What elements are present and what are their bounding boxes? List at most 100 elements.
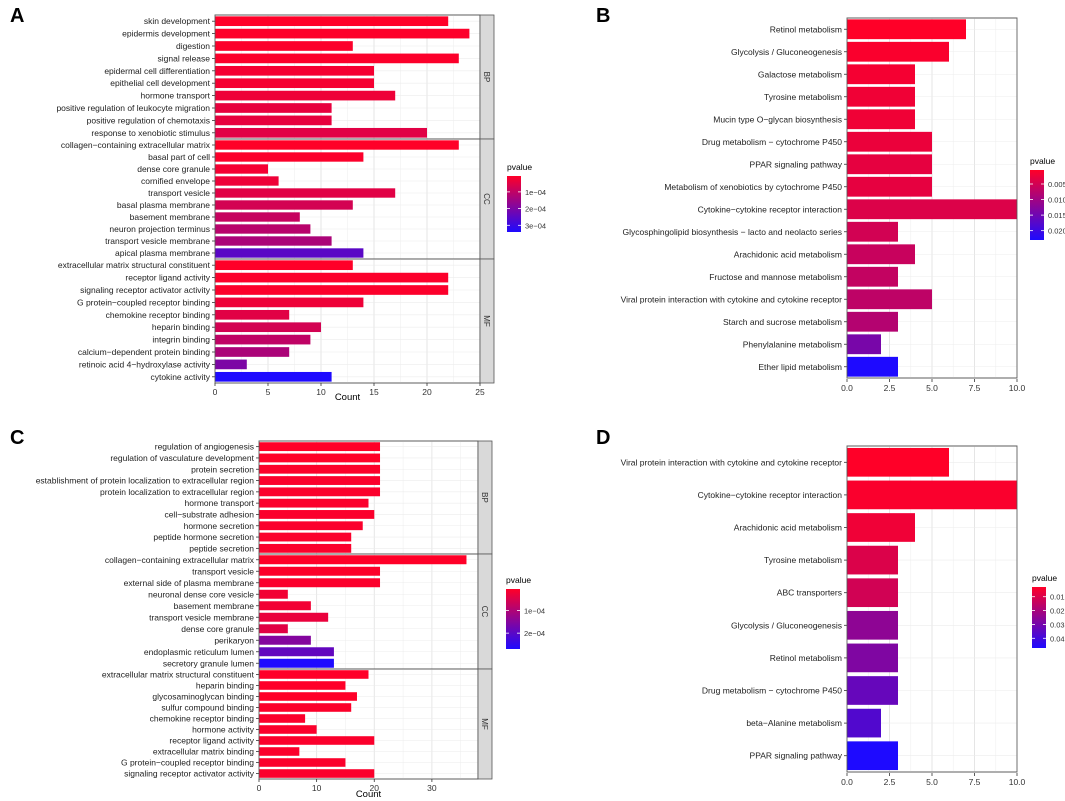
category-label: beta−Alanine metabolism <box>746 718 842 728</box>
category-label: dense core granule <box>137 164 210 174</box>
category-label: Phenylalanine metabolism <box>743 339 842 349</box>
x-tick-label: 2.5 <box>884 777 896 787</box>
panel-d: D Viral protein interaction with cytokine… <box>596 427 1065 787</box>
category-label: Viral protein interaction with cytokine … <box>621 294 843 304</box>
bar-skin-development <box>215 16 449 27</box>
category-label: Drug metabolism − cytochrome P450 <box>702 686 842 696</box>
bar-peptide-secretion <box>259 543 352 553</box>
facet-strip-label: MF <box>482 315 491 327</box>
bar-dense-core-granule <box>215 164 268 174</box>
category-label: Arachidonic acid metabolism <box>734 523 842 533</box>
category-label: hormone transport <box>185 498 255 508</box>
bar-phenylalanine-metabolism <box>847 334 881 355</box>
bar-metabolism-of-xenobiotics-by-cytochrome-p450 <box>847 176 932 197</box>
bar-glycosaminoglycan-binding <box>259 692 357 701</box>
x-tick-label: 25 <box>475 387 485 397</box>
legend-colorbar <box>506 589 520 649</box>
category-label: basement membrane <box>174 601 255 611</box>
bar-signaling-receptor-activator-activity <box>259 769 375 778</box>
category-label: Fructose and mannose metabolism <box>709 272 842 282</box>
x-tick-label: 0.0 <box>841 383 853 393</box>
category-label: glycosaminoglycan binding <box>152 692 254 702</box>
bar-drug-metabolism-cytochrome-p450 <box>847 131 932 152</box>
bar-positive-regulation-of-chemotaxis <box>215 115 332 126</box>
category-label: extracellular matrix binding <box>153 747 254 757</box>
category-label: Cytokine−cytokine receptor interaction <box>698 490 843 500</box>
facet-strip <box>479 258 495 384</box>
x-tick-label: 10 <box>312 783 322 793</box>
category-label: response to xenobiotic stimulus <box>91 128 210 138</box>
panel-letter: D <box>596 427 610 449</box>
category-label: endoplasmic reticulum lumen <box>144 647 254 657</box>
bar-chemokine-receptor-binding <box>259 714 306 723</box>
bar-neuronal-dense-core-vesicle <box>259 589 288 599</box>
category-label: positive regulation of chemotaxis <box>87 115 210 125</box>
category-label: Glycosphingolipid biosynthesis − lacto a… <box>623 227 842 237</box>
legend-tick-label: 0.010 <box>1048 196 1065 205</box>
category-label: collagen−containing extracellular matrix <box>61 140 211 150</box>
x-tick-label: 7.5 <box>969 383 981 393</box>
bar-apical-plasma-membrane <box>215 248 364 258</box>
category-label: Drug metabolism − cytochrome P450 <box>702 137 842 147</box>
bar-hormone-secretion <box>259 521 363 531</box>
facet-strip-label: MF <box>480 718 489 730</box>
category-label: hormone activity <box>192 725 255 735</box>
x-axis-title: Count <box>356 789 382 800</box>
category-label: peptide hormone secretion <box>153 532 254 542</box>
x-tick-label: 10.0 <box>1009 383 1026 393</box>
bar-extracellular-matrix-binding <box>259 747 300 756</box>
panel-letter: A <box>10 5 24 27</box>
bar-cytokine-activity <box>215 371 332 382</box>
legend-tick-label: 0.02 <box>1050 607 1065 616</box>
legend-colorbar <box>507 176 521 232</box>
category-label: Tyrosine metabolism <box>764 555 842 565</box>
bar-ppar-signaling-pathway <box>847 741 898 771</box>
category-label: Starch and sucrose metabolism <box>723 317 842 327</box>
x-axis: 0 5 10 15 20 25 Count <box>213 383 485 403</box>
bar-basement-membrane <box>215 212 300 222</box>
bar-arachidonic-acid-metabolism <box>847 513 915 542</box>
category-label: transport vesicle <box>192 566 254 576</box>
bar-receptor-ligand-activity <box>259 736 375 745</box>
bar-viral-protein-interaction-with-cytokine-and-cytokine-receptor <box>847 289 932 310</box>
category-label: G protein−coupled receptor binding <box>121 758 254 768</box>
bar-glycolysis-gluconeogenesis <box>847 41 949 62</box>
category-label: transport vesicle <box>148 188 210 198</box>
category-label: perikaryon <box>214 635 254 645</box>
facet-main: Retinol metabolism Glycolysis / Gluconeog… <box>621 17 1018 379</box>
bar-external-side-of-plasma-membrane <box>259 578 381 588</box>
category-label: retinoic acid 4−hydroxylase activity <box>79 359 211 369</box>
x-tick-label: 15 <box>369 387 379 397</box>
bar-drug-metabolism-cytochrome-p450 <box>847 676 898 705</box>
category-label: Cytokine−cytokine receptor interaction <box>698 204 843 214</box>
category-label: collagen−containing extracellular matrix <box>105 555 255 565</box>
category-label: external side of plasma membrane <box>124 578 255 588</box>
category-label: PPAR signaling pathway <box>750 751 843 761</box>
bar-peptide-hormone-secretion <box>259 532 352 542</box>
category-label: epithelial cell development <box>110 78 210 88</box>
legend-tick-label: 0.01 <box>1050 593 1065 602</box>
x-axis: 0.0 2.5 5.0 7.5 10.0 <box>841 379 1026 393</box>
legend-tick-label: 0.015 <box>1048 211 1065 220</box>
bar-tyrosine-metabolism <box>847 86 915 107</box>
x-tick-label: 5.0 <box>926 383 938 393</box>
bar-chemokine-receptor-binding <box>215 309 290 320</box>
legend-title: pvalue <box>506 575 531 585</box>
bar-mucin-type-o-glycan-biosynthesis <box>847 109 915 130</box>
bar-dense-core-granule <box>259 624 288 634</box>
bar-hormone-transport <box>215 90 396 101</box>
bar-ppar-signaling-pathway <box>847 154 932 175</box>
facet-border <box>846 445 1018 773</box>
category-label: Glycolysis / Gluconeogenesis <box>731 620 842 630</box>
category-label: protein localization to extracellular re… <box>100 487 254 497</box>
bar-cell-substrate-adhesion <box>259 510 375 519</box>
bar-cytokine-cytokine-receptor-interaction <box>847 199 1017 220</box>
x-tick-label: 30 <box>427 783 437 793</box>
x-tick-label: 7.5 <box>969 777 981 787</box>
bar-collagen-containing-extracellular-matrix <box>259 555 467 565</box>
bar-signaling-receptor-activator-activity <box>215 285 449 295</box>
category-label: ABC transporters <box>777 588 842 598</box>
category-label: peptide secretion <box>189 543 254 553</box>
category-label: cytokine activity <box>150 372 210 382</box>
x-tick-label: 0 <box>257 783 262 793</box>
